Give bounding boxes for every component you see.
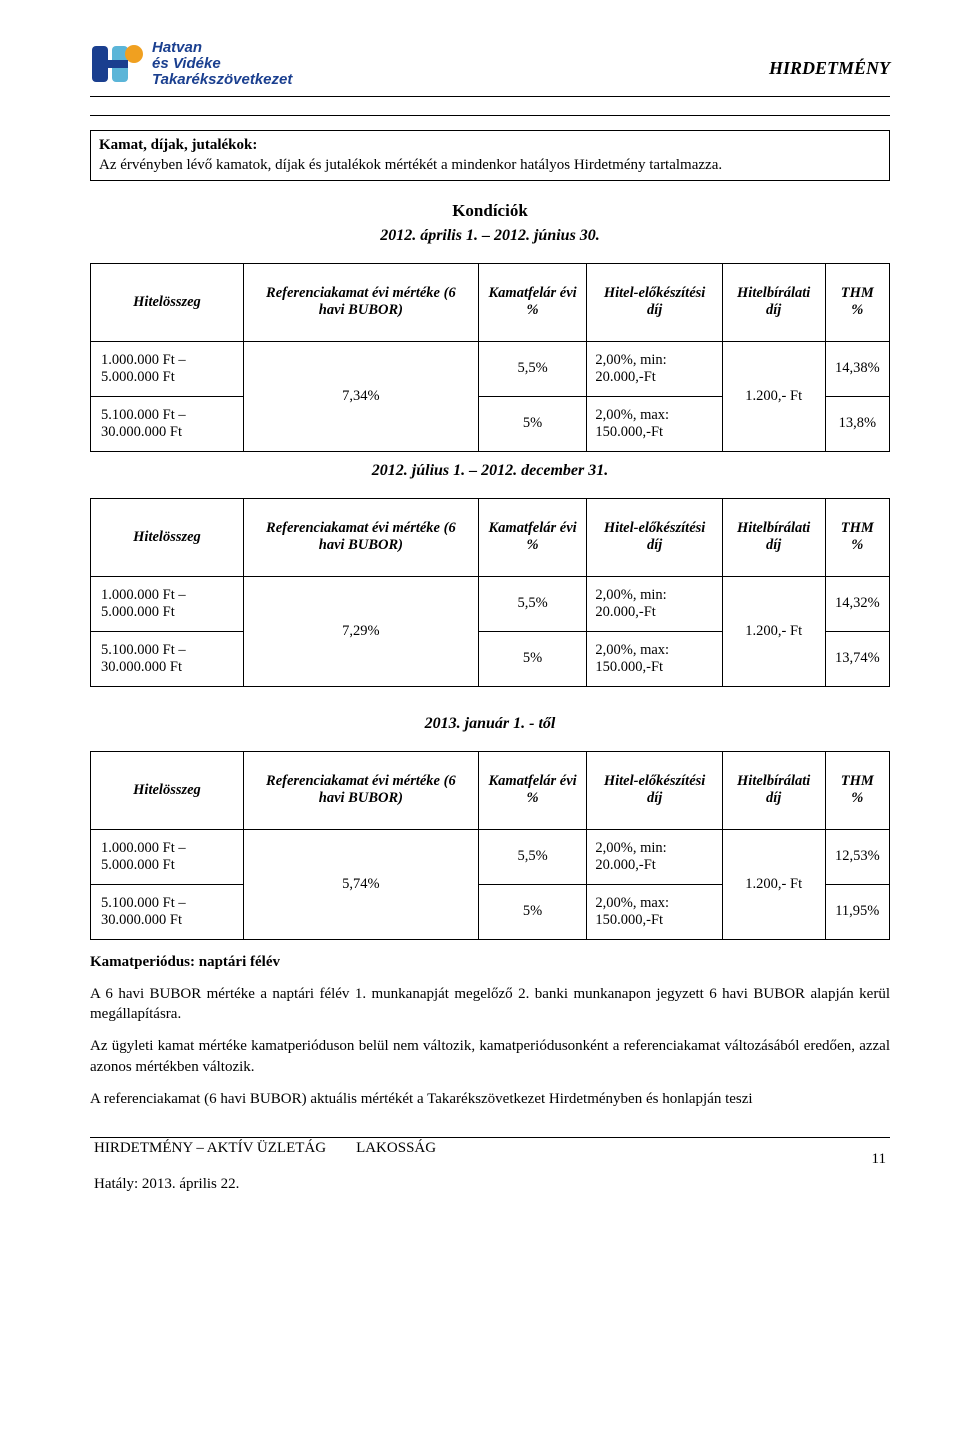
cell-prep: 2,00%, max: 150.000,-Ft bbox=[587, 396, 722, 451]
table-row: 1.000.000 Ft – 5.000.000 Ft 7,34% 5,5% 2… bbox=[91, 341, 890, 396]
conditions-table-3: Hitelösszeg Referenciakamat évi mértéke … bbox=[90, 751, 890, 940]
period-3: 2013. január 1. - től bbox=[90, 715, 890, 733]
cell-prep: 2,00%, max: 150.000,-Ft bbox=[587, 884, 722, 939]
cell-ref: 7,29% bbox=[243, 576, 478, 686]
footer: HIRDETMÉNY – AKTÍV ÜZLETÁG LAKOSSÁG 11 H… bbox=[90, 1137, 890, 1193]
th-thm: THM % bbox=[825, 263, 889, 341]
th-thm: THM % bbox=[825, 498, 889, 576]
cell-fel: 5,5% bbox=[478, 829, 587, 884]
cell-fel: 5,5% bbox=[478, 576, 587, 631]
cell-amount: 5.100.000 Ft – 30.000.000 Ft bbox=[91, 396, 244, 451]
th-amount: Hitelösszeg bbox=[91, 751, 244, 829]
box-text: Az érvényben lévő kamatok, díjak és juta… bbox=[99, 157, 722, 173]
cell-thm: 13,8% bbox=[825, 396, 889, 451]
logo-line2: és Vidéke bbox=[152, 56, 292, 72]
cell-amount: 5.100.000 Ft – 30.000.000 Ft bbox=[91, 631, 244, 686]
period-1: 2012. április 1. – 2012. június 30. bbox=[90, 227, 890, 245]
box-title: Kamat, díjak, jutalékok: bbox=[99, 137, 257, 153]
cell-amount: 5.100.000 Ft – 30.000.000 Ft bbox=[91, 884, 244, 939]
cell-prep: 2,00%, max: 150.000,-Ft bbox=[587, 631, 722, 686]
cell-fel: 5,5% bbox=[478, 341, 587, 396]
cell-prep: 2,00%, min: 20.000,-Ft bbox=[587, 576, 722, 631]
footer-left-text: HIRDETMÉNY – AKTÍV ÜZLETÁG bbox=[94, 1140, 326, 1156]
intro-box: Kamat, díjak, jutalékok: Az érvényben lé… bbox=[90, 130, 890, 181]
cell-thm: 14,38% bbox=[825, 341, 889, 396]
th-assess: Hitelbírálati díj bbox=[722, 751, 825, 829]
footer-date: Hatály: 2013. április 22. bbox=[90, 1168, 890, 1193]
cell-amount: 1.000.000 Ft – 5.000.000 Ft bbox=[91, 829, 244, 884]
period-2: 2012. július 1. – 2012. december 31. bbox=[90, 462, 890, 480]
table-header-row: Hitelösszeg Referenciakamat évi mértéke … bbox=[91, 263, 890, 341]
th-assess: Hitelbírálati díj bbox=[722, 498, 825, 576]
th-amount: Hitelösszeg bbox=[91, 263, 244, 341]
th-amount: Hitelösszeg bbox=[91, 498, 244, 576]
footer-left: HIRDETMÉNY – AKTÍV ÜZLETÁG LAKOSSÁG bbox=[94, 1140, 436, 1157]
conditions-table-2: Hitelösszeg Referenciakamat évi mértéke … bbox=[90, 498, 890, 687]
paragraph-3: A referenciakamat (6 havi BUBOR) aktuáli… bbox=[90, 1089, 890, 1109]
footer-right-text: LAKOSSÁG bbox=[356, 1140, 436, 1156]
separator-rule bbox=[90, 115, 890, 116]
logo-text: Hatvan és Vidéke Takarékszövetkezet bbox=[152, 40, 292, 87]
cell-fel: 5% bbox=[478, 396, 587, 451]
main-heading: Kondíciók bbox=[90, 201, 890, 221]
th-prep: Hitel-előkészítési díj bbox=[587, 751, 722, 829]
table-header-row: Hitelösszeg Referenciakamat évi mértéke … bbox=[91, 751, 890, 829]
paragraph-2: Az ügyleti kamat mértéke kamatperióduson… bbox=[90, 1036, 890, 1077]
cell-amount: 1.000.000 Ft – 5.000.000 Ft bbox=[91, 341, 244, 396]
page-container: Hatvan és Vidéke Takarékszövetkezet HIRD… bbox=[0, 0, 960, 1213]
th-ref: Referenciakamat évi mértéke (6 havi BUBO… bbox=[243, 498, 478, 576]
table-row: 1.000.000 Ft – 5.000.000 Ft 7,29% 5,5% 2… bbox=[91, 576, 890, 631]
cell-ref: 7,34% bbox=[243, 341, 478, 451]
header-rule bbox=[90, 96, 890, 97]
th-fel: Kamatfelár évi % bbox=[478, 751, 587, 829]
cell-assess: 1.200,- Ft bbox=[722, 576, 825, 686]
cell-fel: 5% bbox=[478, 631, 587, 686]
table-row: 1.000.000 Ft – 5.000.000 Ft 5,74% 5,5% 2… bbox=[91, 829, 890, 884]
cell-prep: 2,00%, min: 20.000,-Ft bbox=[587, 829, 722, 884]
cell-prep: 2,00%, min: 20.000,-Ft bbox=[587, 341, 722, 396]
th-assess: Hitelbírálati díj bbox=[722, 263, 825, 341]
th-ref: Referenciakamat évi mértéke (6 havi BUBO… bbox=[243, 263, 478, 341]
document-title: HIRDETMÉNY bbox=[769, 58, 890, 79]
cell-thm: 12,53% bbox=[825, 829, 889, 884]
logo-icon bbox=[90, 40, 146, 88]
th-fel: Kamatfelár évi % bbox=[478, 498, 587, 576]
cell-amount: 1.000.000 Ft – 5.000.000 Ft bbox=[91, 576, 244, 631]
cell-thm: 14,32% bbox=[825, 576, 889, 631]
cell-ref: 5,74% bbox=[243, 829, 478, 939]
cell-assess: 1.200,- Ft bbox=[722, 829, 825, 939]
page-header: Hatvan és Vidéke Takarékszövetkezet HIRD… bbox=[90, 40, 890, 88]
paragraph-1: A 6 havi BUBOR mértéke a naptári félév 1… bbox=[90, 984, 890, 1025]
th-fel: Kamatfelár évi % bbox=[478, 263, 587, 341]
period-label: Kamatperiódus: naptári félév bbox=[90, 952, 890, 972]
th-ref: Referenciakamat évi mértéke (6 havi BUBO… bbox=[243, 751, 478, 829]
cell-thm: 11,95% bbox=[825, 884, 889, 939]
logo-block: Hatvan és Vidéke Takarékszövetkezet bbox=[90, 40, 292, 88]
conditions-table-1: Hitelösszeg Referenciakamat évi mértéke … bbox=[90, 263, 890, 452]
th-thm: THM % bbox=[825, 751, 889, 829]
table-header-row: Hitelösszeg Referenciakamat évi mértéke … bbox=[91, 498, 890, 576]
th-prep: Hitel-előkészítési díj bbox=[587, 498, 722, 576]
logo-line1: Hatvan bbox=[152, 40, 292, 56]
cell-fel: 5% bbox=[478, 884, 587, 939]
th-prep: Hitel-előkészítési díj bbox=[587, 263, 722, 341]
logo-line3: Takarékszövetkezet bbox=[152, 72, 292, 88]
cell-thm: 13,74% bbox=[825, 631, 889, 686]
cell-assess: 1.200,- Ft bbox=[722, 341, 825, 451]
